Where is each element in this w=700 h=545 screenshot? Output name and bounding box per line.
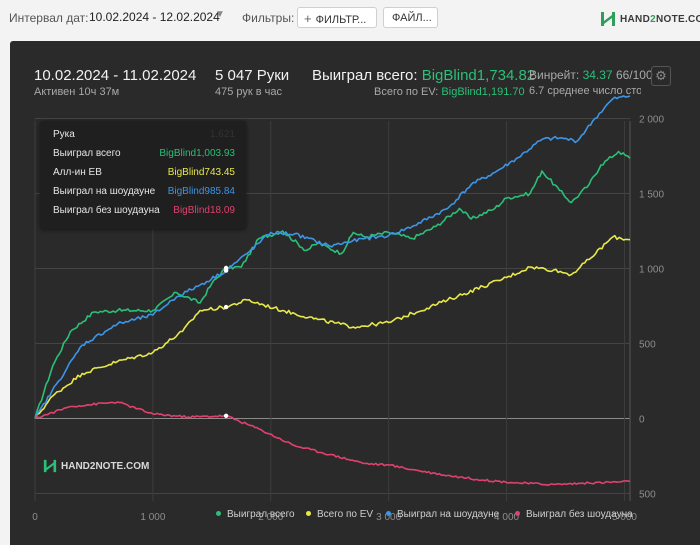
filter-bar: Интервал дат: 10.02.2024 - 12.02.2024 ▼ …: [0, 0, 700, 38]
file-button-label: ФАЙЛ...: [392, 12, 432, 24]
x-axis-ticks: 0 1 000 2 000 3 000 4 000 5 000: [32, 512, 637, 523]
y-tick-label: 500: [639, 340, 656, 351]
file-button[interactable]: ФАЙЛ...: [383, 7, 438, 28]
legend-dot-icon: [386, 511, 391, 516]
graph-panel: 10.02.2024 - 11.02.2024 Активен 10ч 37м …: [10, 41, 700, 545]
chart-series: [34, 95, 631, 487]
watermark-logo-icon: [43, 459, 57, 473]
tooltip-hand-value: 1,621: [209, 129, 235, 140]
add-filter-label: ФИЛЬТР...: [315, 14, 367, 26]
summary-date-range: 10.02.2024 - 11.02.2024: [34, 67, 197, 84]
hand2note-logo-icon: [601, 12, 615, 26]
tooltip-row-nonshowdown: Выиграл без шоудауна BigBlind18.09: [53, 205, 235, 216]
legend-item-showdown[interactable]: Выиграл на шоудауне: [386, 509, 499, 523]
winrate-suffix: 66/100: [615, 68, 653, 82]
y-tick-label: 1 000: [639, 265, 664, 276]
y-tick-label: 2 000: [639, 115, 664, 126]
tooltip-allin-ev-value: BigBlind743.45: [167, 167, 235, 178]
legend-item-ev[interactable]: Всего по EV: [306, 509, 373, 523]
watermark-text: HAND2NOTE.COM: [61, 460, 150, 472]
summary-hands-per-hour: 475 рук в час: [215, 86, 283, 98]
x-tick-label: 5 000: [612, 512, 637, 523]
chart-hover-markers: [223, 265, 229, 418]
plus-icon: +: [304, 11, 312, 26]
chevron-down-icon[interactable]: ▼: [215, 9, 225, 20]
date-range-select[interactable]: 10.02.2024 - 12.02.2024: [89, 10, 220, 24]
hover-point-3: [223, 413, 229, 418]
winrate-value: 34.37: [582, 68, 613, 82]
tooltip-nonshowdown-value: BigBlind18.09: [173, 205, 235, 216]
hover-point-2: [223, 268, 229, 273]
y-tick-label: 500: [639, 490, 656, 501]
summary-won-total: Выиграл всего: BigBlind1,734.82: [312, 67, 535, 84]
x-tick-label: 3 000: [376, 512, 401, 523]
hover-point-1: [223, 304, 229, 310]
y-tick-label: 0: [639, 415, 645, 426]
summary-ev-total: Всего по EV: BigBlind1,191.70: [374, 86, 525, 98]
logo-text: HAND2NOTE.COM: [620, 13, 700, 25]
series-line-0: [34, 150, 631, 419]
ev-total-value: BigBlind1,191.70: [441, 86, 525, 98]
won-total-label: Выиграл всего:: [312, 67, 418, 84]
summary-active-time: Активен 10ч 37м: [34, 86, 120, 98]
series-line-3: [34, 401, 631, 487]
tooltip-row-allin-ev: Алл-ин EB BigBlind743.45: [53, 167, 235, 178]
hover-tooltip: Рука 1,621 Выиграл всего BigBlind1,003.93 …: [40, 121, 246, 229]
summary-avg-players: 6.7 среднее число сто: [529, 85, 641, 97]
add-filter-button[interactable]: + ФИЛЬТР...: [297, 7, 377, 28]
legend-item-nonshowdown[interactable]: Выиграл без шоудауна: [515, 509, 633, 523]
tooltip-row-showdown: Выиграл на шоудауне BigBlind985.84: [53, 186, 235, 197]
y-axis-ticks: 500 0 500 1 000 1 500 2 000: [639, 115, 664, 501]
series-line-1: [34, 234, 631, 419]
x-tick-label: 0: [32, 512, 38, 523]
summary-winrate: Винрейт: 34.37 66/100: [529, 68, 653, 82]
x-tick-label: 2 000: [258, 512, 283, 523]
summary-hands: 5 047 Руки: [215, 67, 290, 84]
ev-total-label: Всего по EV:: [374, 86, 439, 98]
settings-gear-icon[interactable]: ⚙: [651, 66, 671, 86]
tooltip-row-hand: Рука 1,621: [53, 129, 235, 140]
legend-dot-icon: [306, 511, 311, 516]
legend-dot-icon: [515, 511, 520, 516]
date-range-label: Интервал дат:: [9, 11, 89, 25]
winrate-label: Винрейт:: [529, 68, 580, 82]
tooltip-won-total-value: BigBlind1,003.93: [159, 148, 235, 159]
x-tick-label: 1 000: [140, 512, 165, 523]
y-tick-label: 1 500: [639, 190, 664, 201]
legend-item-won-total[interactable]: Выиграл всего: [216, 509, 295, 523]
legend-dot-icon: [216, 511, 221, 516]
tooltip-showdown-value: BigBlind985.84: [167, 186, 235, 197]
hand2note-logo[interactable]: HAND2NOTE.COM: [600, 9, 700, 29]
x-tick-label: 4 000: [494, 512, 519, 523]
tooltip-row-won-total: Выиграл всего BigBlind1,003.93: [53, 148, 235, 159]
series-line-2: [34, 95, 631, 419]
won-total-value: BigBlind1,734.82: [421, 67, 536, 84]
filters-label: Фильтры:: [242, 11, 295, 25]
chart-watermark: HAND2NOTE.COM: [43, 459, 149, 473]
